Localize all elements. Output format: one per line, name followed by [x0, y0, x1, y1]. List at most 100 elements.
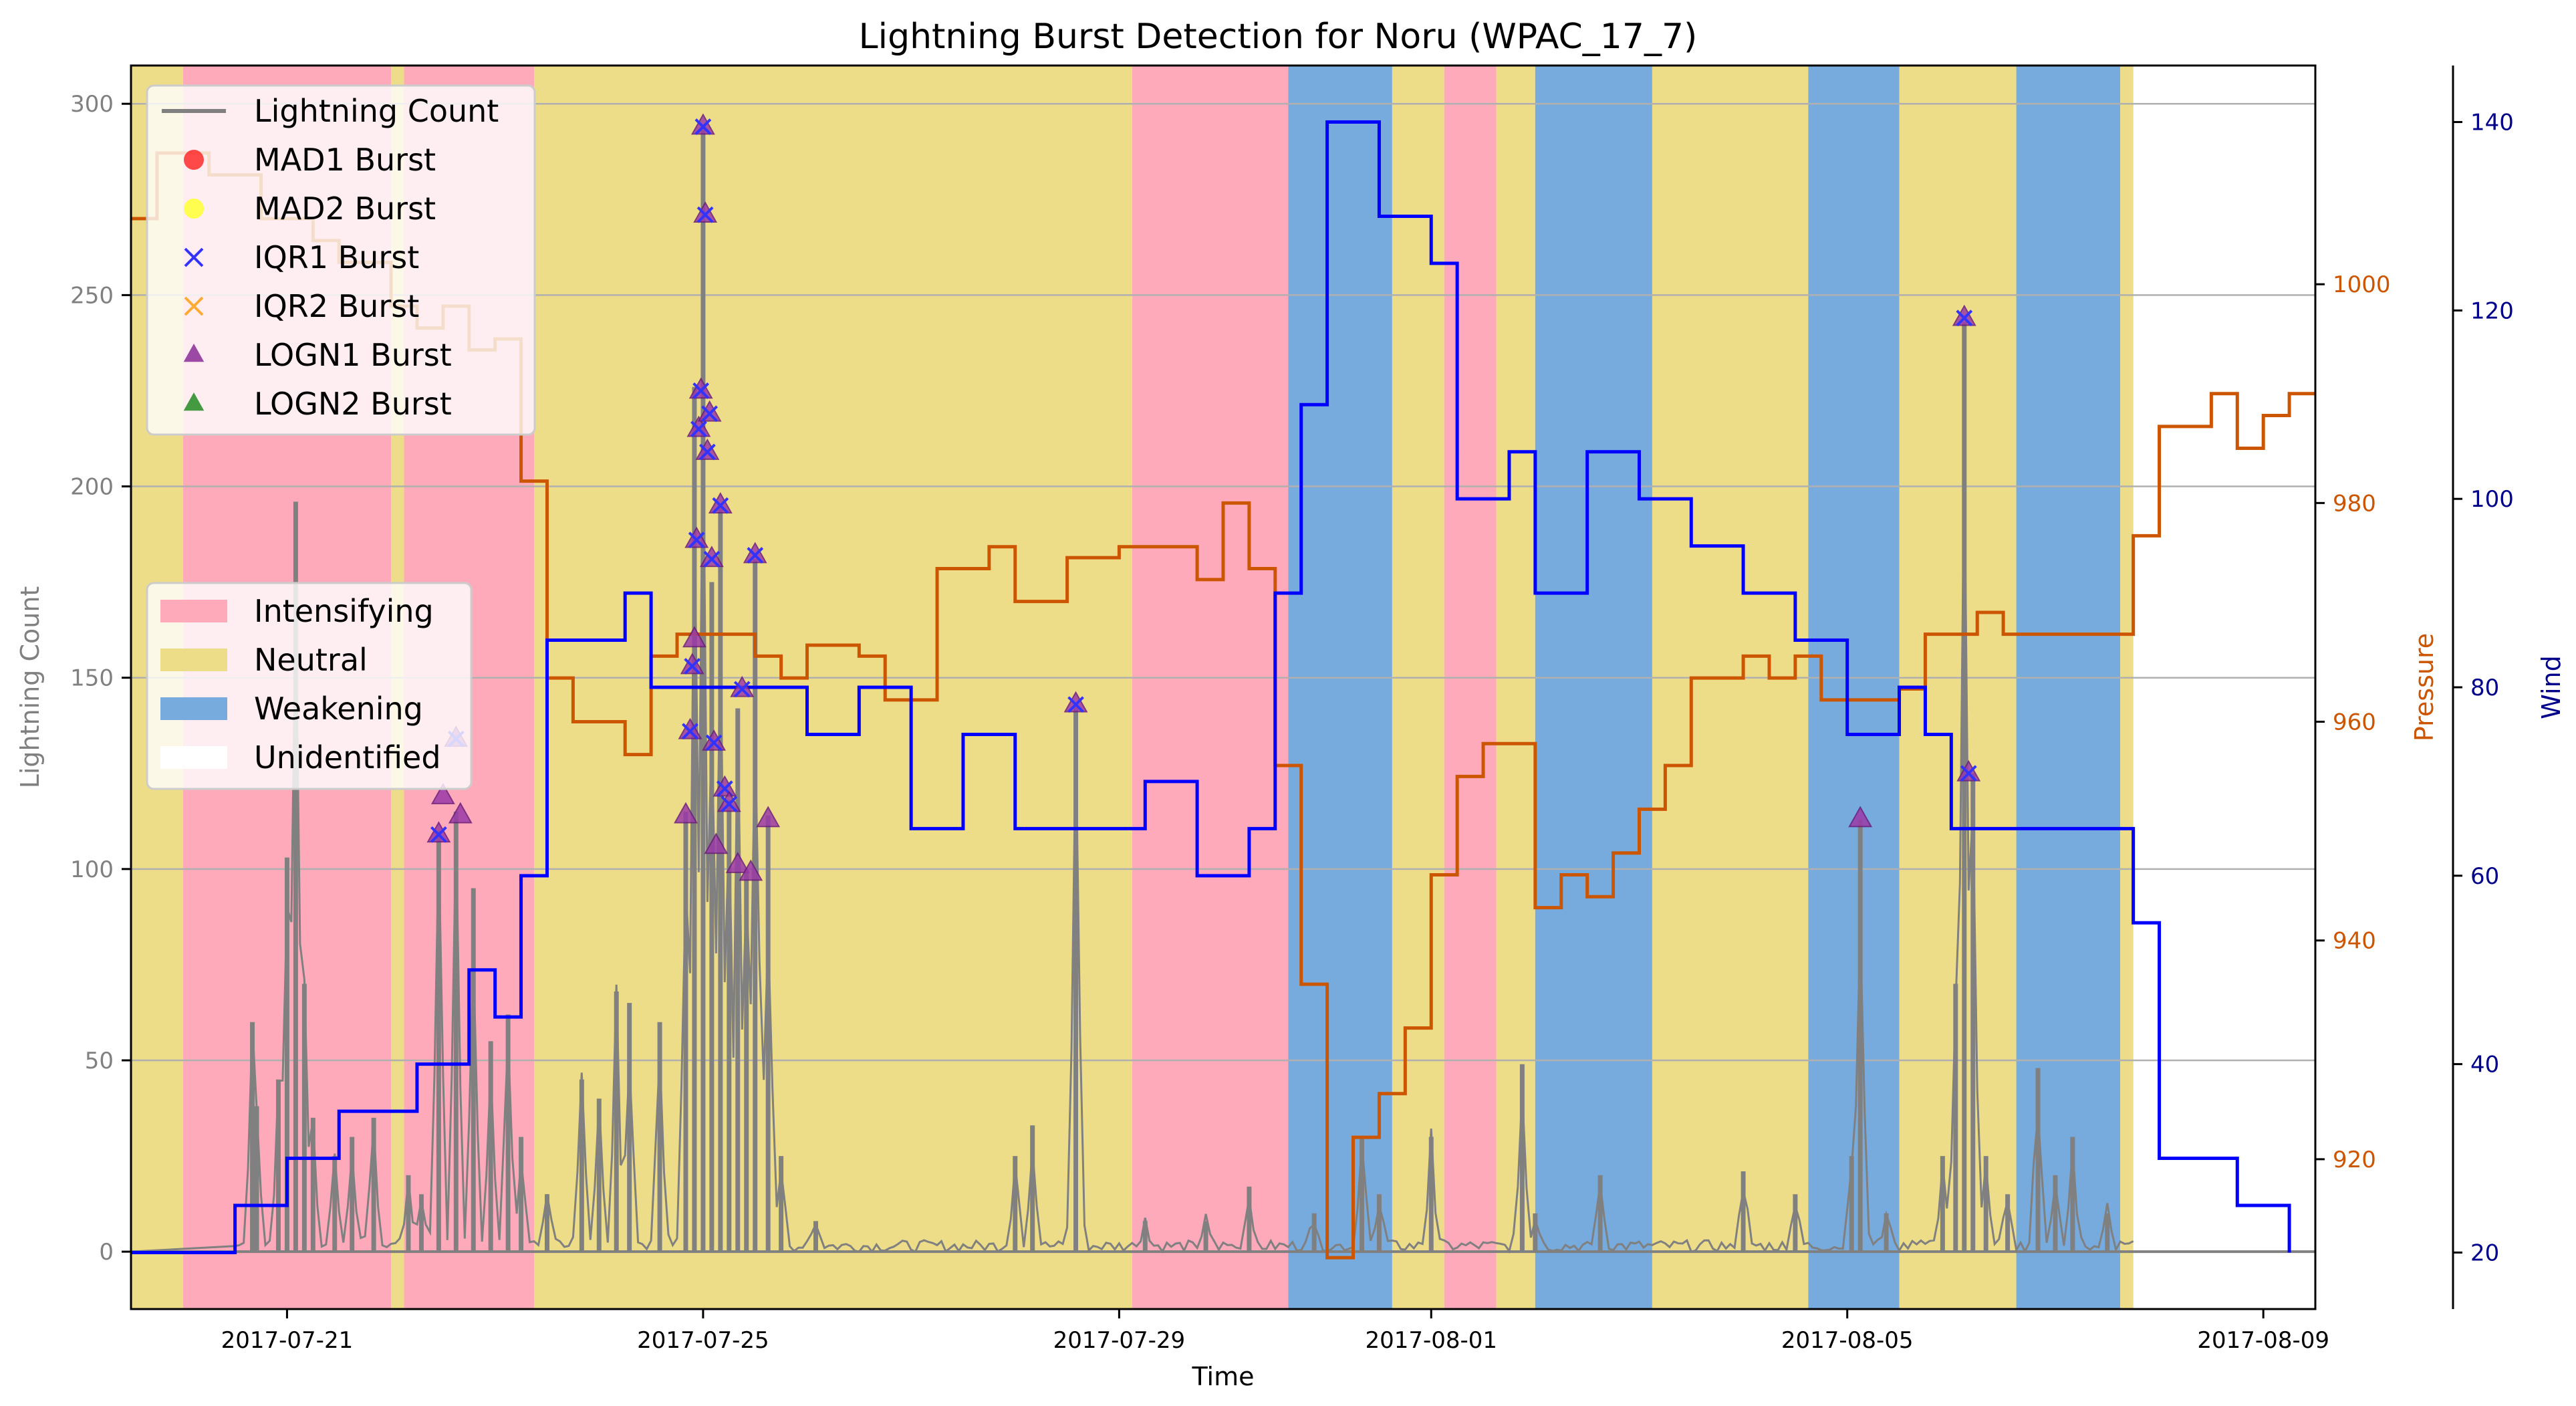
- x-axis-label: Time: [1192, 1362, 1255, 1391]
- burst-marker-logn1: [708, 492, 733, 513]
- legend-label: MAD2 Burst: [254, 191, 436, 227]
- burst-marker-iqr1: [690, 421, 707, 438]
- wind-tick-label: 20: [2470, 1240, 2499, 1266]
- wind-tick-label: 140: [2470, 110, 2514, 136]
- pressure-tick-label: 920: [2333, 1147, 2376, 1173]
- x-tick-label: 2017-08-01: [1365, 1327, 1497, 1354]
- burst-marker-iqr1: [698, 443, 716, 461]
- burst-marker-logn1: [730, 675, 755, 697]
- legend-label: Weakening: [254, 691, 423, 727]
- phase-band: [1392, 66, 1444, 1309]
- burst-marker-logn1: [695, 438, 720, 460]
- burst-marker-iqr1: [701, 405, 719, 423]
- legend-box: [146, 582, 473, 790]
- lightning-bars: [130, 126, 2315, 1254]
- burst-marker-logn1: [680, 653, 704, 675]
- legend-phase-swatch: [160, 649, 227, 671]
- burst-marker-logn1: [693, 201, 718, 223]
- burst-marker-iqr1: [684, 658, 701, 675]
- phase-band: [2016, 66, 2121, 1309]
- legend-bursts: Lightning Count MAD1 Burst MAD2 Burst IQR1 …: [146, 84, 536, 436]
- burst-marker-logn1: [725, 852, 750, 873]
- burst-marker-logn1: [688, 377, 713, 399]
- lightning-axis-label: Lightning Count: [15, 586, 45, 789]
- burst-marker-iqr1: [694, 118, 712, 135]
- phase-band: [534, 66, 1132, 1309]
- burst-marker-iqr1: [747, 547, 764, 564]
- x-tick-label: 2017-08-05: [1781, 1327, 1914, 1354]
- burst-marker-logn1: [426, 821, 451, 843]
- phase-band: [1496, 66, 1535, 1309]
- burst-marker-logn1: [713, 775, 737, 797]
- burst-marker-iqr1: [1956, 310, 1973, 327]
- legend-triangle-swatch: [183, 392, 205, 411]
- legend-phase-swatch: [160, 697, 227, 720]
- burst-marker-iqr1: [703, 550, 721, 568]
- burst-marker-iqr1: [692, 382, 710, 399]
- burst-marker-iqr1: [1960, 765, 1977, 782]
- burst-marker-iqr1: [682, 723, 698, 740]
- x-tick-label: 2017-07-25: [637, 1327, 769, 1354]
- legend-label: Lightning Count: [254, 93, 499, 129]
- burst-marker-logn1: [717, 790, 741, 812]
- burst-marker-logn1: [702, 729, 727, 751]
- legend-triangle-swatch: [183, 344, 205, 362]
- wind-line-group: [131, 120, 2291, 1254]
- burst-marker-iqr1: [733, 681, 751, 698]
- wind-tick-label: 80: [2470, 675, 2499, 701]
- legend-x-swatch: [184, 247, 204, 267]
- legend-phase-swatch: [160, 746, 227, 769]
- pressure-tick-label: 940: [2333, 928, 2376, 955]
- legend-box: [146, 84, 536, 436]
- lightning-tick-label: 250: [70, 282, 114, 309]
- wind-tick-label: 100: [2470, 486, 2514, 513]
- legend-label: IQR2 Burst: [254, 288, 419, 324]
- burst-marker-logn1: [756, 806, 781, 828]
- burst-marker-logn1: [1956, 759, 1981, 782]
- burst-marker-iqr1: [712, 497, 729, 514]
- phase-band: [1652, 66, 1809, 1309]
- burst-marker-logn1: [686, 415, 711, 437]
- lightning-tick-label: 100: [70, 856, 114, 883]
- burst-marker-logn1: [704, 832, 729, 854]
- burst-marker-iqr1: [688, 532, 705, 549]
- burst-marker-iqr1: [721, 796, 738, 812]
- burst-marker-logn1: [1063, 691, 1088, 713]
- wind-line: [131, 120, 2291, 1254]
- wind-tick-label: 40: [2470, 1052, 2499, 1078]
- burst-marker-logn1: [1848, 806, 1873, 828]
- burst-marker-logn1: [699, 546, 724, 568]
- burst-marker-logn1: [682, 626, 706, 648]
- burst-marker-iqr1: [705, 734, 723, 751]
- axes: 0 50 100 150 200 250 300 Lightning Count 920 940 9…: [15, 91, 2566, 1354]
- burst-marker-logn1: [448, 802, 473, 824]
- wind-tick-label: 120: [2470, 298, 2514, 324]
- burst-marker-logn1: [697, 400, 722, 422]
- burst-marker-iqr1: [430, 826, 447, 843]
- pressure-tick-label: 960: [2333, 709, 2376, 736]
- pressure-axis-label: Pressure: [2410, 633, 2439, 741]
- phase-band: [1444, 66, 1497, 1309]
- legend-label: MAD1 Burst: [254, 142, 436, 178]
- legend-label: IQR1 Burst: [254, 239, 419, 275]
- burst-marker-logn1: [1952, 304, 1976, 326]
- lightning-tick-label: 300: [70, 91, 114, 118]
- lightning-tick-label: 150: [70, 665, 114, 692]
- burst-marker-logn1: [739, 859, 763, 881]
- legend-label: LOGN1 Burst: [254, 337, 452, 373]
- wind-axis-label: Wind: [2537, 655, 2566, 719]
- burst-marker-logn1: [690, 113, 715, 135]
- phase-band: [1288, 66, 1392, 1309]
- x-tick-label: 2017-07-21: [221, 1327, 354, 1354]
- wind-tick-label: 60: [2470, 863, 2499, 890]
- burst-marker-logn1: [743, 542, 767, 564]
- phase-band: [1808, 66, 1900, 1309]
- lightning-tick-label: 0: [99, 1239, 114, 1266]
- lightning-tick-label: 50: [85, 1048, 114, 1074]
- legend-phase-swatch: [160, 600, 227, 622]
- legend-circle-swatch: [184, 150, 204, 170]
- burst-marker-iqr1: [1067, 696, 1084, 713]
- legend-label: Unidentified: [254, 739, 441, 776]
- legend-label: LOGN2 Burst: [254, 386, 452, 422]
